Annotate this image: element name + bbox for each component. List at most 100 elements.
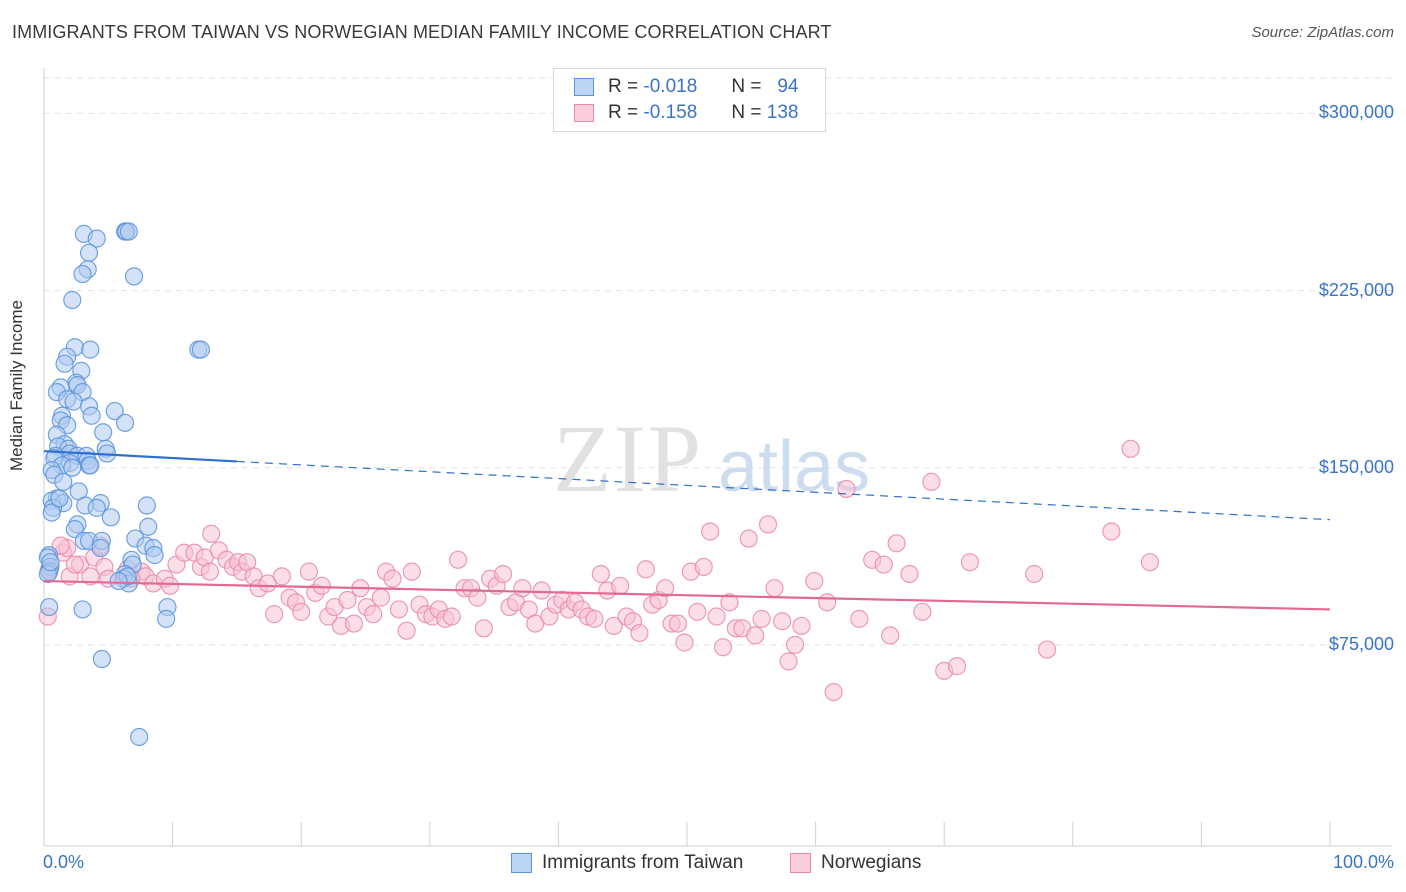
- taiwan-point: [145, 546, 164, 565]
- y-tick-label: $75,000: [1328, 633, 1394, 654]
- taiwan-point: [87, 229, 106, 248]
- norwegian-point: [312, 576, 331, 595]
- norwegian-point: [494, 564, 513, 584]
- norwegian-point: [338, 590, 357, 610]
- norwegian-point: [1037, 640, 1057, 659]
- watermark-zip: ZIP: [553, 405, 703, 512]
- norwegian-point: [837, 479, 856, 499]
- taiwan-point: [64, 392, 83, 411]
- taiwan-point: [139, 517, 158, 536]
- norwegian-point: [746, 626, 765, 645]
- norwegian-point: [272, 567, 292, 586]
- taiwan-trend-solid: [43, 450, 237, 463]
- norwegian-point: [779, 652, 798, 671]
- legend-r-label-taiwan: R =: [608, 76, 639, 97]
- legend-swatch-norwegians: [574, 104, 594, 122]
- norwegian-point: [468, 588, 487, 607]
- bottom-legend-label-norwegians: Norwegians: [821, 852, 922, 873]
- norwegian-point: [881, 626, 900, 645]
- norwegian-point: [960, 553, 980, 572]
- bottom-legend-swatch-norwegians: [790, 853, 811, 873]
- norwegian-point: [785, 635, 805, 654]
- taiwan-point: [81, 340, 100, 359]
- norwegian-point: [371, 588, 391, 607]
- norwegian-point: [532, 581, 551, 600]
- taiwan-point: [73, 264, 92, 284]
- legend-n-label-norwegians: N =: [731, 102, 762, 123]
- norwegian-point: [720, 593, 739, 612]
- taiwan-point: [157, 609, 176, 628]
- taiwan-point: [73, 600, 92, 619]
- legend-row-taiwan: R = -0.018 N = 94: [574, 75, 798, 99]
- correlation-legend: R = -0.018 N = 94 R = -0.158 N = 138: [553, 68, 826, 132]
- taiwan-point: [63, 458, 82, 477]
- taiwan-point: [101, 508, 120, 527]
- norwegian-point: [442, 607, 461, 626]
- axes: [43, 68, 1392, 847]
- x-tick-label-max: 100.0%: [1332, 852, 1394, 872]
- norwegian-point: [364, 605, 383, 624]
- norwegian-point: [65, 555, 84, 574]
- norwegian-point: [344, 614, 364, 633]
- norwegian-point: [292, 602, 311, 621]
- norwegian-point: [81, 567, 100, 586]
- taiwan-point: [109, 571, 128, 591]
- taiwan-point: [50, 489, 69, 508]
- norwegian-point: [850, 609, 869, 628]
- norwegian-point: [585, 609, 604, 628]
- watermark: ZIP atlas: [553, 405, 870, 512]
- y-axis-label: Median Family Income: [7, 299, 26, 471]
- norwegian-point: [758, 515, 778, 534]
- norwegian-point: [397, 621, 416, 640]
- taiwan-point: [82, 406, 101, 425]
- x-tick-label-min: 0.0%: [43, 852, 85, 872]
- source-credit: Source: ZipAtlas.com: [1251, 24, 1394, 41]
- taiwan-point: [92, 649, 111, 669]
- norwegian-point: [265, 605, 284, 624]
- bottom-legend-taiwan[interactable]: Immigrants from Taiwan: [511, 852, 743, 874]
- bottom-legend-norwegians[interactable]: Norwegians: [790, 852, 921, 874]
- norwegian-point: [1102, 522, 1121, 541]
- legend-r-value-norwegians: -0.158: [643, 102, 698, 123]
- norwegian-point: [591, 564, 610, 584]
- taiwan-trend-dashed: [236, 460, 1331, 521]
- norwegian-point: [1121, 439, 1140, 458]
- taiwan-point: [41, 553, 60, 572]
- norwegian-point: [448, 550, 468, 569]
- y-tick-label: $150,000: [1318, 456, 1394, 477]
- norwegian-point: [604, 616, 623, 636]
- y-tick-label: $225,000: [1318, 279, 1394, 300]
- taiwan-point: [137, 496, 156, 515]
- taiwan-points: [38, 222, 210, 747]
- legend-n-label-taiwan: N =: [731, 76, 762, 97]
- norwegian-point: [200, 562, 219, 581]
- norwegians-points: [38, 439, 1160, 702]
- taiwan-point: [130, 727, 149, 747]
- trend-lines: [43, 450, 1331, 611]
- norwegian-point: [656, 579, 675, 598]
- taiwan-point: [63, 290, 82, 310]
- chart-title: IMMIGRANTS FROM TAIWAN VS NORWEGIAN MEDI…: [12, 22, 832, 42]
- norwegian-point: [389, 600, 409, 619]
- taiwan-point: [87, 498, 106, 517]
- taiwan-point: [115, 413, 135, 432]
- norwegian-point: [402, 562, 421, 581]
- norwegian-point: [202, 524, 221, 543]
- norwegian-point: [694, 557, 713, 577]
- legend-n-value-taiwan: 94: [777, 76, 799, 97]
- norwegian-point: [824, 682, 843, 702]
- norwegian-point: [818, 593, 837, 612]
- norwegian-point: [792, 616, 811, 636]
- taiwan-point: [81, 456, 100, 475]
- y-tick-label: $300,000: [1318, 102, 1394, 123]
- legend-swatch-taiwan: [574, 78, 594, 96]
- norwegian-point: [922, 472, 941, 491]
- taiwan-point: [91, 538, 110, 558]
- norwegian-trend-line: [43, 579, 1331, 611]
- norwegian-point: [383, 569, 402, 588]
- norwegian-point: [739, 529, 758, 548]
- norwegian-point: [947, 657, 967, 676]
- taiwan-point: [191, 340, 210, 359]
- norwegian-point: [773, 612, 792, 631]
